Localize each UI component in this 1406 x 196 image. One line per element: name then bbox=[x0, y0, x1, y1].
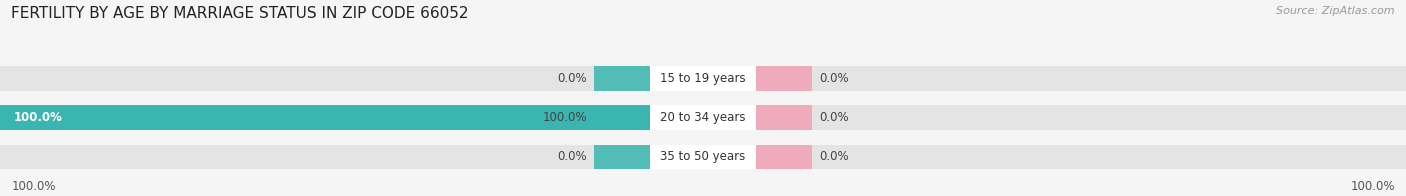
Bar bbox=[0, 66, 1406, 91]
Bar bbox=[593, 145, 650, 169]
Text: 35 to 50 years: 35 to 50 years bbox=[661, 150, 745, 163]
Bar bbox=[0, 145, 1406, 169]
Bar bbox=[0, 105, 1406, 130]
Bar bbox=[756, 105, 813, 130]
Text: 100.0%: 100.0% bbox=[543, 111, 588, 124]
Text: FERTILITY BY AGE BY MARRIAGE STATUS IN ZIP CODE 66052: FERTILITY BY AGE BY MARRIAGE STATUS IN Z… bbox=[11, 6, 468, 21]
Bar bbox=[0, 105, 650, 130]
Text: 0.0%: 0.0% bbox=[818, 150, 849, 163]
Text: 15 to 19 years: 15 to 19 years bbox=[661, 72, 745, 85]
Bar bbox=[756, 66, 813, 91]
Text: Source: ZipAtlas.com: Source: ZipAtlas.com bbox=[1277, 6, 1395, 16]
Bar bbox=[593, 66, 650, 91]
Text: 0.0%: 0.0% bbox=[557, 150, 588, 163]
Bar bbox=[650, 145, 756, 169]
Text: 0.0%: 0.0% bbox=[818, 72, 849, 85]
Text: 100.0%: 100.0% bbox=[14, 111, 63, 124]
Bar bbox=[650, 105, 756, 130]
Bar bbox=[593, 105, 650, 130]
Bar bbox=[650, 66, 756, 91]
Text: 100.0%: 100.0% bbox=[11, 180, 56, 193]
Text: 0.0%: 0.0% bbox=[818, 111, 849, 124]
Text: 100.0%: 100.0% bbox=[1350, 180, 1395, 193]
Text: 0.0%: 0.0% bbox=[557, 72, 588, 85]
Bar bbox=[756, 145, 813, 169]
Text: 20 to 34 years: 20 to 34 years bbox=[661, 111, 745, 124]
Bar bbox=[0, 105, 53, 130]
